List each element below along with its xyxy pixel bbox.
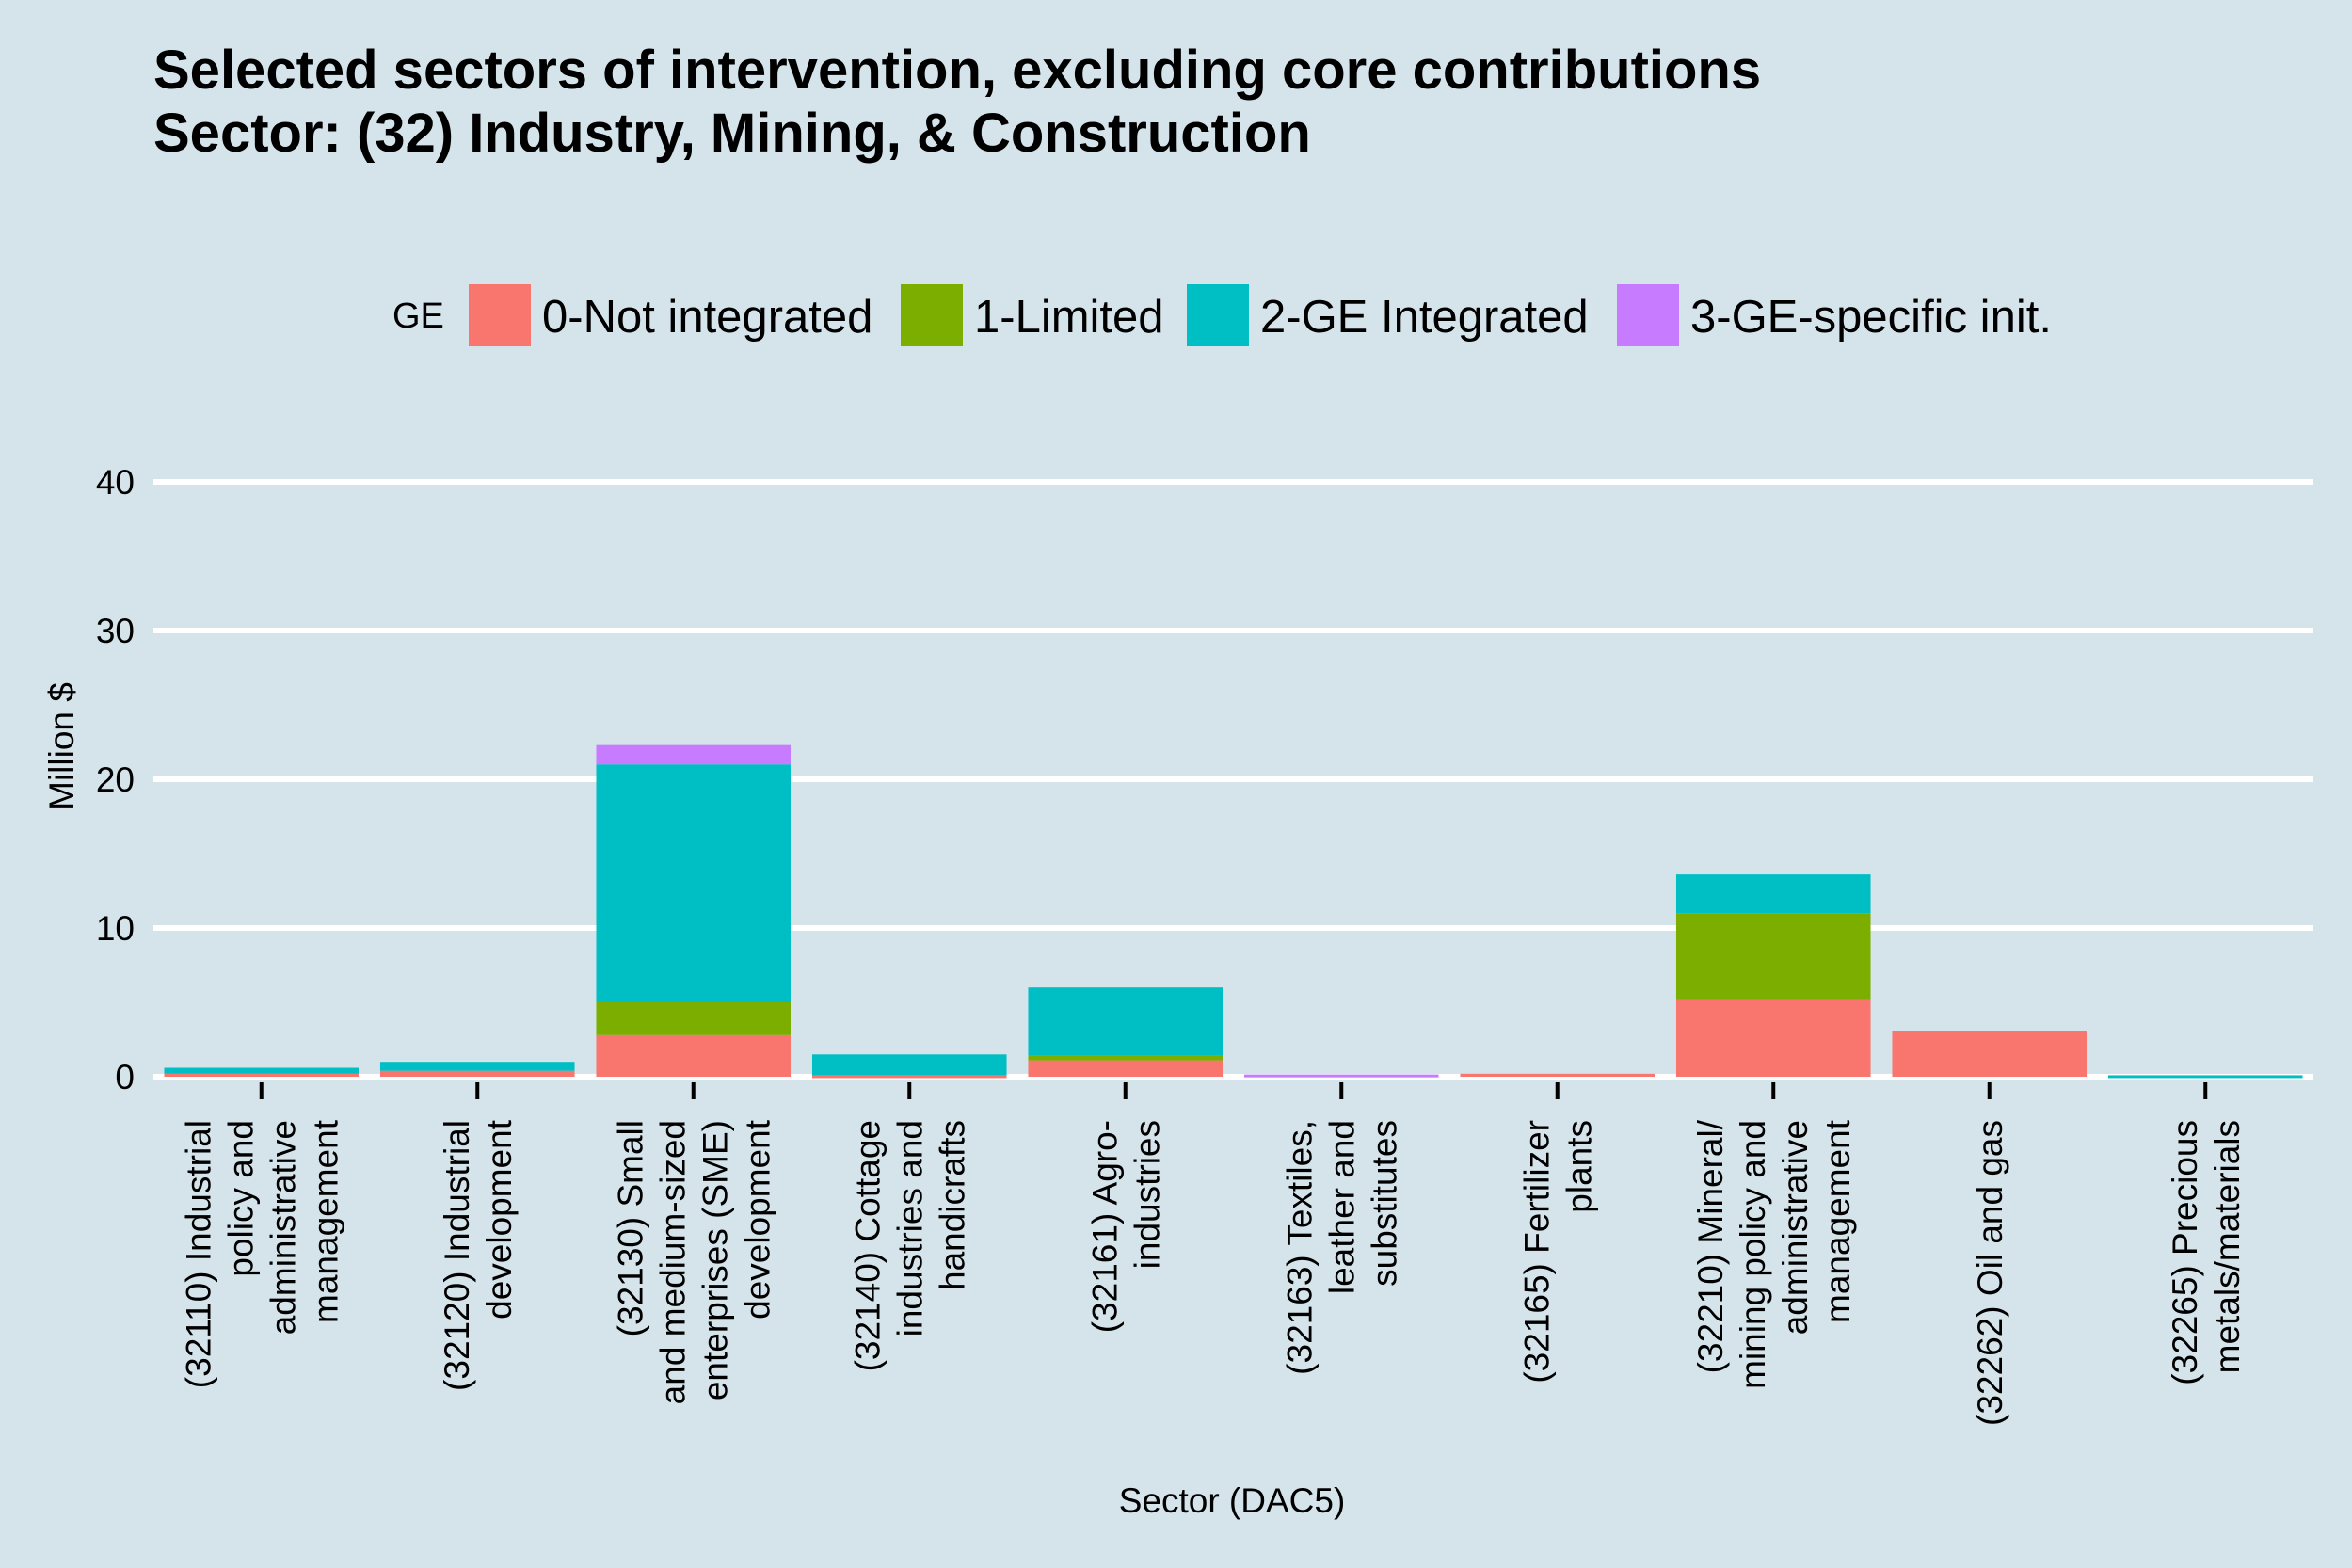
chart-subtitle: Sector: (32) Industry, Mining, & Constru…	[153, 103, 1311, 164]
x-tick-label: (32161) Agro-industries	[1085, 1120, 1166, 1333]
y-axis-title: Million $	[42, 682, 81, 810]
x-tick-label: (32163) Textiles, leather and substitutes	[1280, 1120, 1403, 1375]
x-tick-label: (32130) Small and medium-sized enterprises…	[611, 1119, 776, 1404]
legend-swatch	[1187, 284, 1249, 346]
x-tick-label: (32165) Fertilizer plants	[1517, 1120, 1598, 1384]
bar-segment-2	[811, 1054, 1007, 1076]
bar-segment-2	[596, 764, 792, 1002]
y-tick-label: 40	[96, 463, 135, 502]
x-axis: (32110) Industrial policy and administrati…	[179, 1082, 2247, 1426]
legend-swatch	[1617, 284, 1679, 346]
bar-segment-0	[164, 1073, 360, 1077]
x-tick-label: (32140) Cottage industries and handicrafts	[848, 1120, 971, 1371]
bar-segment-2	[2107, 1075, 2303, 1079]
x-tick-label: (32210) Mineral/mining policy and adminis…	[1691, 1119, 1857, 1389]
bar-segment-0	[1892, 1031, 2088, 1077]
x-tick-label: (32110) Industrial policy and administrati…	[179, 1119, 344, 1388]
bar-segment-0	[596, 1034, 792, 1077]
legend-swatch	[469, 284, 531, 346]
legend-title: GE	[392, 296, 444, 336]
legend-label: 3-GE-specific init.	[1690, 292, 2052, 343]
legend-label: 2-GE Integrated	[1260, 292, 1589, 343]
y-tick-label: 10	[96, 909, 135, 948]
legend-label: 0-Not integrated	[542, 292, 872, 343]
bar-segment-1	[1028, 1055, 1224, 1061]
bar-segment-0	[379, 1070, 575, 1077]
chart-title: Selected sectors of intervention, exclud…	[153, 40, 1761, 101]
bar-segment-1	[596, 1002, 792, 1035]
bar-segment-3	[1243, 1074, 1439, 1078]
bar-segment-1	[1675, 913, 1871, 1000]
bar-segment-0	[811, 1075, 1007, 1079]
bar-segment-0	[1028, 1060, 1224, 1077]
bar-segment-2	[379, 1062, 575, 1071]
y-tick-label: 20	[96, 760, 135, 799]
bars	[164, 744, 2303, 1079]
y-axis: 0 10 20 30 40	[96, 463, 135, 1096]
x-axis-title: Sector (DAC5)	[1119, 1481, 1346, 1520]
bar-segment-2	[1675, 874, 1871, 914]
bar-segment-2	[1028, 987, 1224, 1056]
bar-segment-0	[1675, 999, 1871, 1077]
x-tick-label: (32265) Precious metals/materials	[2166, 1120, 2247, 1385]
x-tick-label: (32262) Oil and gas	[1971, 1120, 2009, 1426]
bar-segment-0	[1460, 1073, 1656, 1077]
legend-swatch	[901, 284, 963, 346]
y-tick-label: 0	[115, 1058, 135, 1096]
x-tick-label: (32120) Industrial development	[438, 1119, 519, 1391]
bar-segment-2	[164, 1067, 360, 1074]
legend: GE 0-Not integrated 1-Limited 2-GE Integra…	[392, 284, 2052, 346]
y-tick-label: 30	[96, 612, 135, 650]
bar-segment-3	[596, 744, 792, 765]
legend-label: 1-Limited	[974, 292, 1164, 343]
